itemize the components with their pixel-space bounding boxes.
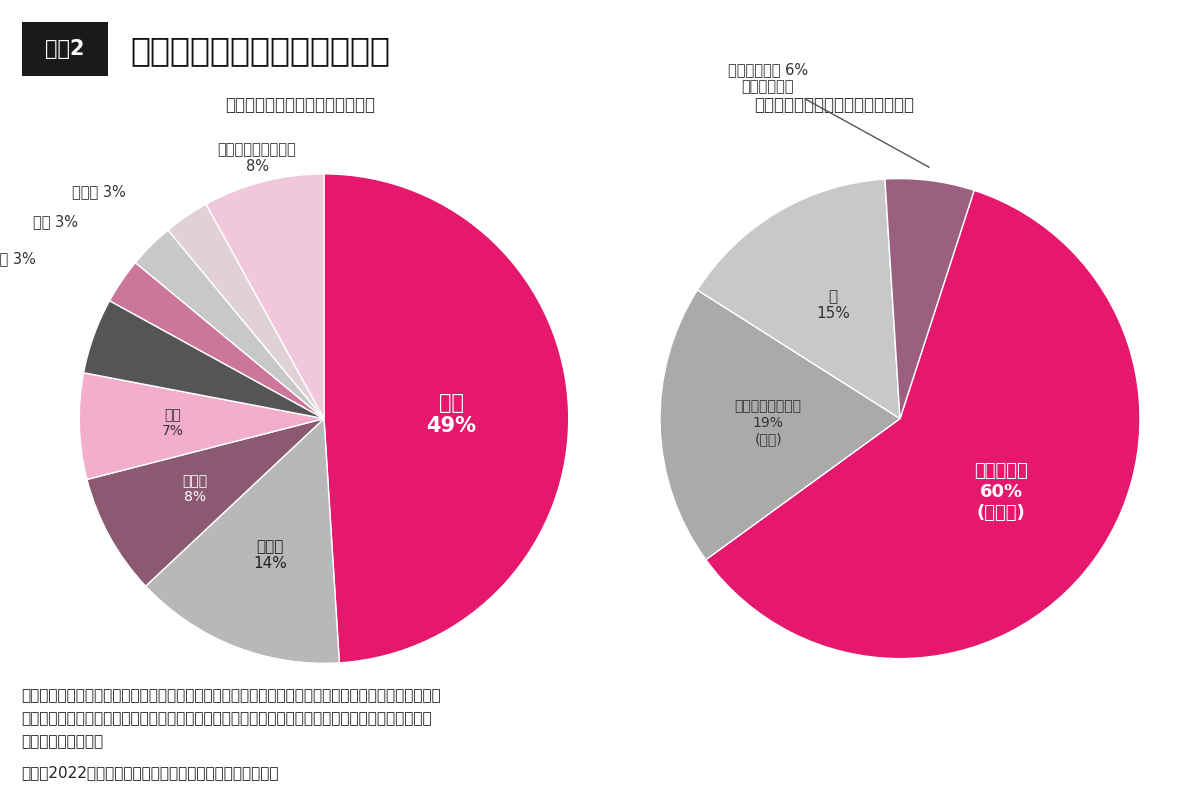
Wedge shape xyxy=(84,301,324,419)
Text: アニサキス
60%
(寄生虫): アニサキス 60% (寄生虫) xyxy=(974,462,1028,522)
Text: （左）感染源として最も多い魚はサバ、次にイワシ、ヒラメ、アジの順番。ただ季節別に見るとサンマ
が上位にくる時期もある。（右）食中毒の報告件数で一番多いのはアニサ: （左）感染源として最も多い魚はサバ、次にイワシ、ヒラメ、アジの順番。ただ季節別に… xyxy=(22,688,442,749)
Text: カンピロバクター
19%
(細菌): カンピロバクター 19% (細菌) xyxy=(734,399,802,446)
Text: 食中毒の事件数の割合・原因物質別: 食中毒の事件数の割合・原因物質別 xyxy=(754,96,913,114)
Text: アニサキスの事件数と感染源: アニサキスの事件数と感染源 xyxy=(131,34,390,67)
Text: 出典＝2022年食中毒発生状況、食中毒統計（厚生労働省）: 出典＝2022年食中毒発生状況、食中毒統計（厚生労働省） xyxy=(22,765,280,780)
Wedge shape xyxy=(136,230,324,419)
Wedge shape xyxy=(79,373,324,480)
Wedge shape xyxy=(168,204,324,419)
Text: ノロウイルス 6%
（ウイルス）: ノロウイルス 6% （ウイルス） xyxy=(728,62,929,167)
Text: ヒラメ
8%: ヒラメ 8% xyxy=(182,474,208,505)
Text: サバ
49%: サバ 49% xyxy=(426,393,476,436)
Wedge shape xyxy=(206,174,324,419)
Text: イワシ
14%: イワシ 14% xyxy=(253,539,287,572)
Text: 他
15%: 他 15% xyxy=(816,289,850,321)
Wedge shape xyxy=(706,190,1140,658)
Text: アジ
7%: アジ 7% xyxy=(162,408,184,439)
Wedge shape xyxy=(697,179,900,419)
Text: 図表2: 図表2 xyxy=(46,39,84,59)
Text: サケ 3%: サケ 3% xyxy=(32,214,78,229)
Wedge shape xyxy=(145,419,340,663)
Wedge shape xyxy=(660,290,900,559)
Wedge shape xyxy=(86,419,324,586)
Text: カツオ 3%: カツオ 3% xyxy=(0,251,35,266)
Wedge shape xyxy=(884,179,974,419)
Wedge shape xyxy=(109,262,324,419)
FancyBboxPatch shape xyxy=(22,22,108,76)
Text: 他（イカ、ブリ等）
8%: 他（イカ、ブリ等） 8% xyxy=(217,142,296,174)
Text: キンメ 3%: キンメ 3% xyxy=(72,184,126,200)
Wedge shape xyxy=(324,174,569,663)
Text: アニサキスの感染源となる魚介類: アニサキスの感染源となる魚介類 xyxy=(226,96,374,114)
